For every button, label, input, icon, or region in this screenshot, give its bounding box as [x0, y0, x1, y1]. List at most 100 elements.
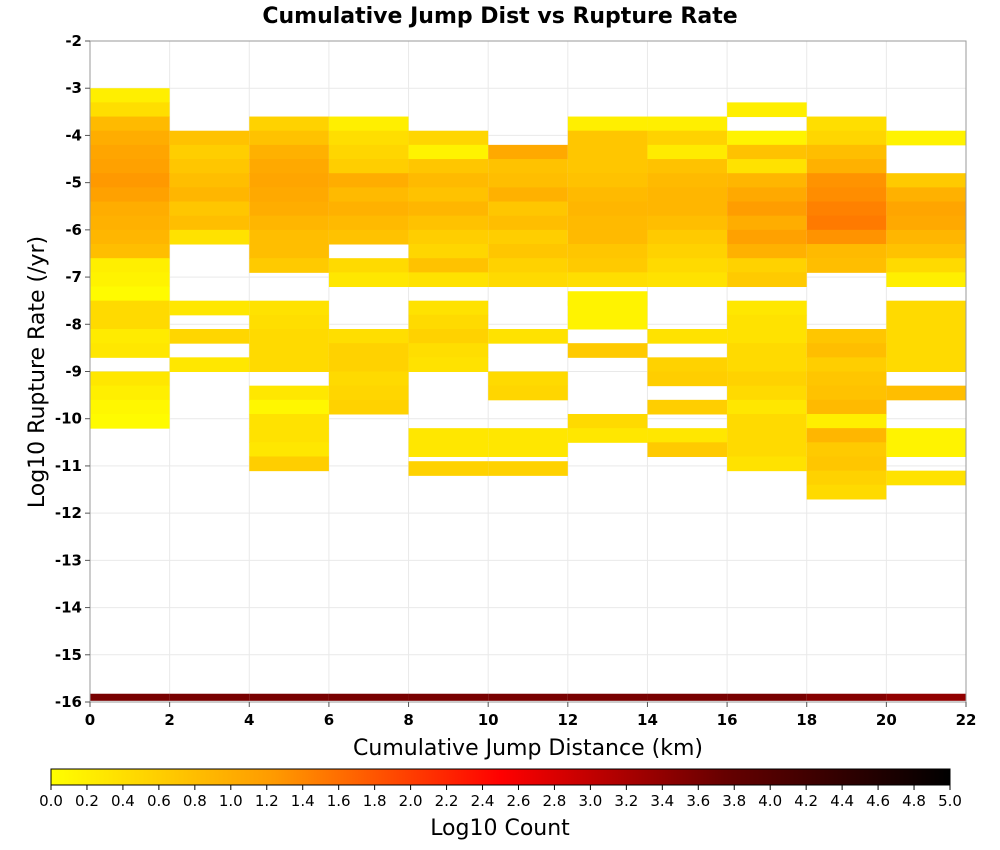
y-tick-label: -16	[55, 693, 82, 711]
heatmap-cell	[647, 399, 728, 415]
colorbar-tick-label: 2.4	[471, 792, 495, 810]
heatmap-cell	[488, 272, 568, 288]
heatmap-cell	[488, 385, 568, 401]
heatmap-cell	[567, 173, 648, 188]
colorbar	[50, 768, 951, 786]
colorbar-tick-label: 0.4	[111, 792, 135, 810]
heatmap-cell	[90, 272, 170, 288]
heatmap-cell	[727, 215, 807, 231]
x-tick-label: 0	[85, 711, 95, 729]
heatmap-cell	[727, 413, 807, 429]
y-tick-label: -14	[55, 599, 82, 617]
heatmap-cell	[886, 258, 966, 273]
heatmap-cell	[488, 144, 568, 160]
heatmap-cell	[90, 201, 170, 217]
heatmap-cell	[567, 229, 648, 245]
heatmap-cell	[488, 329, 568, 344]
y-tick-label: -4	[65, 126, 82, 144]
y-tick-label: -5	[65, 174, 82, 192]
heatmap-cell	[806, 201, 887, 217]
heatmap-cell	[886, 215, 966, 231]
heatmap-cell	[727, 244, 807, 259]
heatmap-cell	[169, 201, 250, 217]
colorbar-tick-label: 1.2	[255, 792, 279, 810]
heatmap-cell	[328, 173, 409, 188]
heatmap-cell	[806, 456, 887, 472]
heatmap-cell	[806, 173, 887, 188]
heatmap-cell	[169, 159, 250, 174]
heatmap-cell	[488, 173, 568, 188]
x-tick-label: 16	[717, 711, 738, 729]
colorbar-tick-label: 4.0	[758, 792, 782, 810]
heatmap-cell	[727, 399, 807, 415]
heatmap-cell	[169, 357, 250, 372]
heatmap-cell	[886, 442, 966, 457]
heatmap-cell	[328, 130, 409, 146]
heatmap-cell	[408, 130, 489, 146]
y-tick-label: -6	[65, 221, 82, 239]
heatmap-cell	[249, 343, 329, 358]
heatmap-cell	[408, 428, 489, 443]
heatmap-cell	[249, 229, 329, 245]
heatmap-cell	[886, 300, 966, 316]
heatmap-cell	[488, 229, 568, 245]
heatmap-cell	[886, 343, 966, 358]
colorbar-tick-label: 2.0	[399, 792, 423, 810]
heatmap-cell	[90, 88, 170, 103]
y-tick-label: -13	[55, 551, 82, 569]
heatmap-cell	[727, 159, 807, 174]
x-tick-label: 12	[557, 711, 578, 729]
heatmap-cell	[249, 357, 329, 372]
colorbar-tick-label: 4.6	[866, 792, 890, 810]
heatmap-cell	[567, 258, 648, 273]
colorbar-tick-label: 1.8	[363, 792, 387, 810]
heatmap-cell	[90, 159, 170, 174]
heatmap-cell-bottom	[408, 693, 489, 701]
heatmap-cell	[408, 357, 489, 372]
heatmap-cell	[328, 329, 409, 344]
heatmap-cell	[886, 229, 966, 245]
colorbar-label: Log10 Count	[430, 816, 570, 841]
y-tick-label: -3	[65, 79, 82, 97]
heatmap-cell	[886, 314, 966, 330]
heatmap-cell	[727, 173, 807, 188]
heatmap-cell	[806, 144, 887, 160]
y-tick-label: -2	[65, 32, 82, 50]
heatmap-cell	[647, 159, 728, 174]
heatmap-cell	[90, 413, 170, 429]
colorbar-tick-label: 2.6	[507, 792, 531, 810]
heatmap-cell	[806, 229, 887, 245]
heatmap-cell	[886, 244, 966, 259]
heatmap-cell	[806, 329, 887, 344]
heatmap-cell	[408, 244, 489, 259]
colorbar-tick-label: 1.6	[327, 792, 351, 810]
heatmap-cell	[567, 314, 648, 330]
heatmap-cell	[567, 343, 648, 358]
heatmap-cell	[806, 258, 887, 273]
heatmap-cell	[328, 357, 409, 372]
heatmap-cell	[249, 244, 329, 259]
heatmap-cell	[567, 116, 648, 132]
x-tick-label: 6	[324, 711, 334, 729]
heatmap-cell	[169, 329, 250, 344]
heatmap-cell	[727, 385, 807, 401]
heatmap-cell	[647, 130, 728, 146]
heatmap-cell	[169, 187, 250, 203]
heatmap-cell	[169, 144, 250, 160]
heatmap-cell	[488, 201, 568, 217]
heatmap-cell	[727, 428, 807, 443]
heatmap-cell	[328, 144, 409, 160]
colorbar-ticks: 0.0 0.2 0.4 0.6 0.8 1.0 1.2 1.4 1.6 1.8 2.0 2.2 2.4 2…	[39, 785, 962, 810]
y-tick-label: -7	[65, 268, 82, 286]
heatmap-cell	[647, 428, 728, 443]
heatmap-cell	[90, 102, 170, 118]
heatmap-cell	[249, 456, 329, 472]
heatmap-cell	[806, 187, 887, 203]
heatmap-cell	[727, 102, 807, 118]
heatmap-cell	[408, 187, 489, 203]
x-tick-label: 18	[796, 711, 817, 729]
heatmap-cell	[488, 461, 568, 476]
heatmap-cell	[169, 300, 250, 316]
heatmap-cell	[567, 413, 648, 429]
heatmap-cell	[328, 159, 409, 174]
